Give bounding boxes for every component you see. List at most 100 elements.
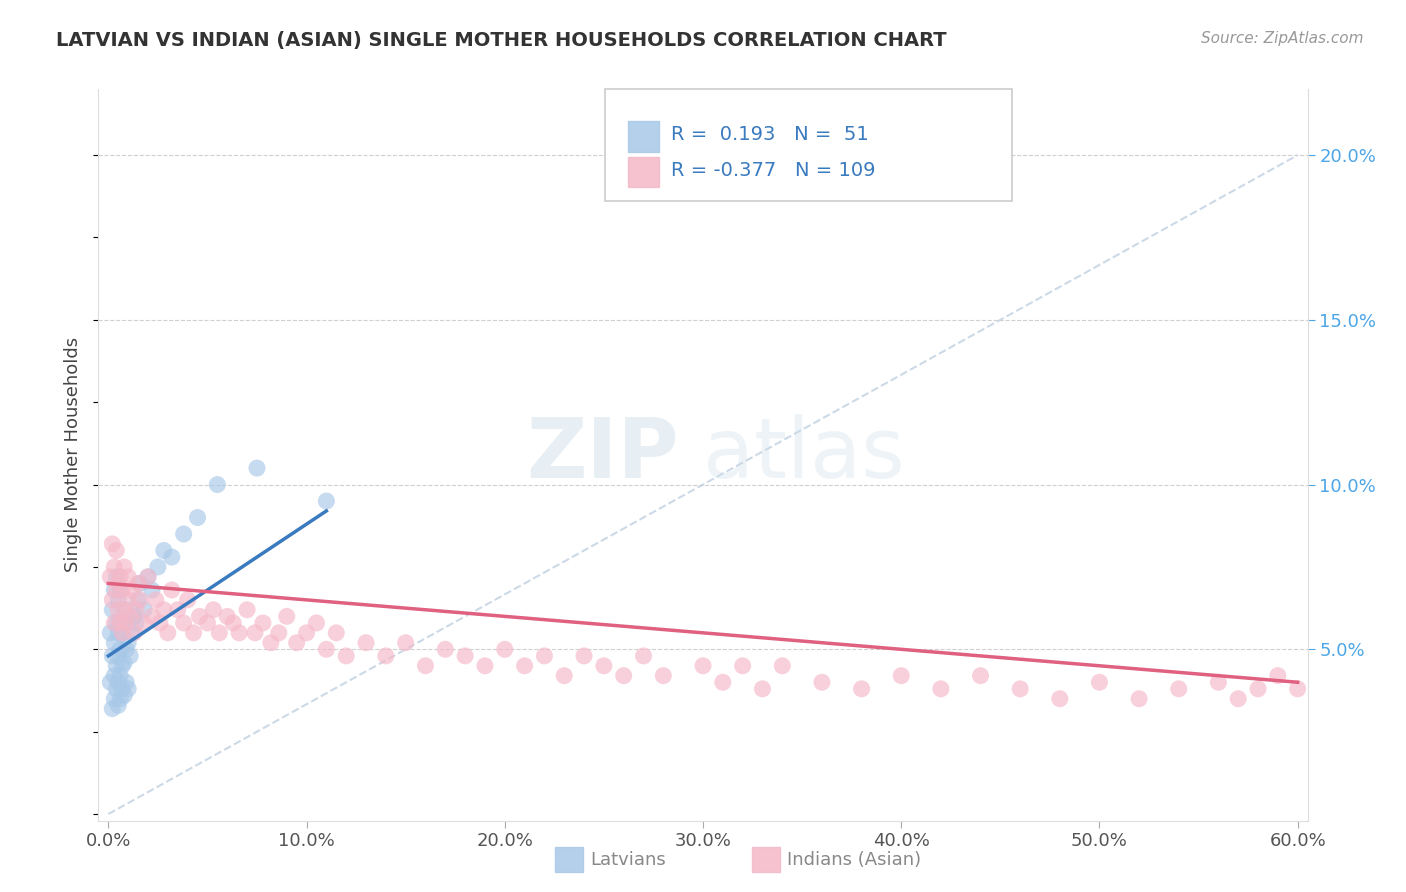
Point [107,675,129,690]
Text: LATVIAN VS INDIAN (ASIAN) SINGLE MOTHER HOUSEHOLDS CORRELATION CHART: LATVIAN VS INDIAN (ASIAN) SINGLE MOTHER … [56,31,946,50]
Point [572,648,595,663]
Text: atlas: atlas [703,415,904,495]
Point [692,658,714,673]
Point [1247,681,1270,696]
Point [129,576,152,591]
Point [186,510,208,524]
Point [122,609,145,624]
Point [136,570,159,584]
Point [136,570,159,584]
Point [115,642,138,657]
Point [335,648,357,663]
Point [770,658,793,673]
Point [141,609,163,624]
Point [354,636,377,650]
Point [101,701,124,715]
Point [107,698,129,713]
Point [415,658,437,673]
Point [202,603,225,617]
Point [633,648,655,663]
Point [1128,691,1150,706]
Point [98,625,121,640]
Point [851,681,873,696]
Point [111,625,134,640]
Point [494,642,516,657]
Point [127,576,149,591]
Point [1227,691,1250,706]
Text: R =  0.193   N =  51: R = 0.193 N = 51 [671,125,869,145]
Point [101,593,124,607]
Point [112,656,135,670]
Point [110,691,132,706]
Point [1010,681,1032,696]
Point [325,625,347,640]
Point [129,593,152,607]
Point [217,609,239,624]
Point [98,675,121,690]
Point [153,543,176,558]
Point [513,658,536,673]
Point [107,625,129,640]
Point [105,615,128,630]
Y-axis label: Single Mother Households: Single Mother Households [65,337,83,573]
Point [110,570,132,584]
Point [107,648,129,663]
Point [811,675,834,690]
Point [105,582,128,597]
Point [105,658,128,673]
Point [1267,668,1289,682]
Text: ZIP: ZIP [526,415,679,495]
Point [711,675,734,690]
Point [276,609,298,624]
Point [236,603,259,617]
Point [132,603,155,617]
Point [132,615,155,630]
Point [105,543,128,558]
Point [454,648,477,663]
Point [121,625,143,640]
Point [122,625,145,640]
Point [107,603,129,617]
Point [1385,681,1406,696]
Point [111,658,134,673]
Point [197,615,219,630]
Point [105,681,128,696]
Point [222,615,245,630]
Point [613,668,636,682]
Point [146,560,169,574]
Text: Source: ZipAtlas.com: Source: ZipAtlas.com [1201,31,1364,46]
Point [111,681,134,696]
Point [176,593,198,607]
Point [117,681,139,696]
Point [115,675,138,690]
Point [252,615,274,630]
Point [652,668,675,682]
Point [731,658,754,673]
Point [1167,681,1189,696]
Point [112,689,135,703]
Point [533,648,555,663]
Point [101,603,124,617]
Point [120,648,142,663]
Point [112,560,135,574]
Point [145,593,167,607]
Point [1208,675,1230,690]
Text: Latvians: Latvians [591,851,666,869]
Point [183,625,205,640]
Point [115,615,138,630]
Point [434,642,457,657]
Point [593,658,616,673]
Point [395,636,418,650]
Point [117,636,139,650]
Point [98,570,121,584]
Point [305,615,328,630]
Point [103,615,125,630]
Point [374,648,396,663]
Point [315,494,337,508]
Point [103,582,125,597]
Point [173,615,195,630]
Point [112,615,135,630]
Point [111,582,134,597]
Point [969,668,991,682]
Point [105,570,128,584]
